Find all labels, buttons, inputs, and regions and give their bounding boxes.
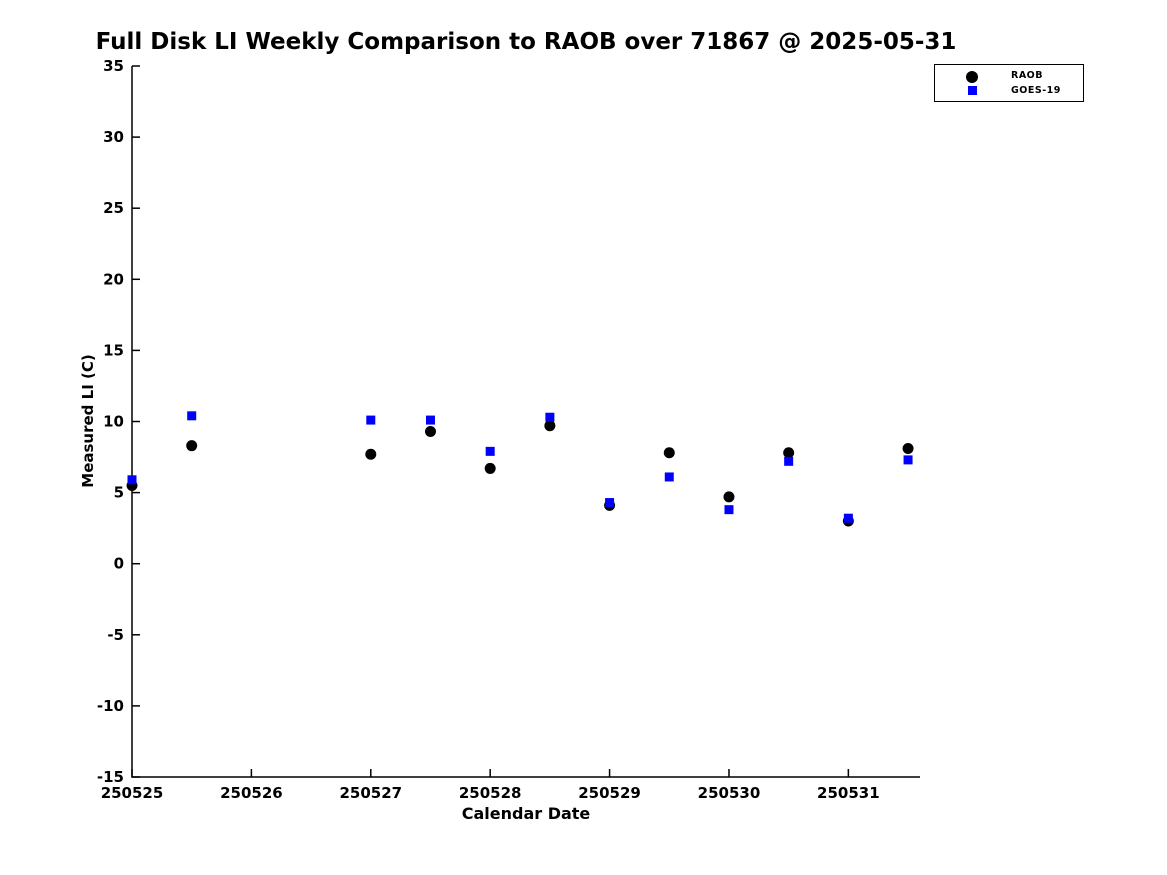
x-tick-label: 250525 <box>101 784 164 802</box>
y-tick-label: 25 <box>103 199 124 217</box>
goes19-data-point <box>784 456 794 466</box>
raob-data-point <box>783 447 795 459</box>
raob-data-point <box>663 447 675 459</box>
raob-data-point <box>484 462 496 474</box>
y-tick-label: 35 <box>103 57 124 75</box>
goes19-data-point <box>664 472 674 482</box>
goes19-data-point <box>366 415 376 425</box>
y-tick-label: 0 <box>114 555 124 573</box>
y-tick-label: 20 <box>103 270 124 288</box>
chart-title: Full Disk LI Weekly Comparison to RAOB o… <box>95 29 957 55</box>
y-tick-label: 5 <box>114 484 124 502</box>
x-tick-label: 250530 <box>698 784 761 802</box>
x-tick-label: 250527 <box>339 784 402 802</box>
goes19-data-point <box>425 415 435 425</box>
goes19-data-point <box>485 446 495 456</box>
goes19-data-point <box>545 412 555 422</box>
legend: RAOB GOES-19 <box>934 64 1084 102</box>
goes19-data-point <box>903 455 913 465</box>
y-tick-label: -5 <box>107 626 124 644</box>
y-tick-label: -15 <box>97 768 124 786</box>
x-tick-label: 250531 <box>817 784 880 802</box>
raob-data-point <box>902 443 914 455</box>
y-tick-label: 15 <box>103 341 124 359</box>
x-axis-label: Calendar Date <box>461 804 591 823</box>
raob-data-point <box>723 491 735 503</box>
goes19-data-point <box>127 475 137 485</box>
legend-label-raob: RAOB <box>1011 70 1043 81</box>
goes19-data-point <box>187 411 197 421</box>
x-tick-label: 250529 <box>578 784 641 802</box>
raob-circle-marker-icon <box>966 71 978 83</box>
y-axis-label: Measured LI (C) <box>79 354 97 488</box>
y-tick-label: -10 <box>97 697 124 715</box>
goes19-data-point <box>605 498 615 508</box>
x-tick-label: 250526 <box>220 784 283 802</box>
y-tick-label: 10 <box>103 413 124 431</box>
raob-data-point <box>365 448 377 460</box>
goes19-data-point <box>843 513 853 523</box>
raob-data-point <box>186 440 198 452</box>
raob-data-point <box>544 420 556 432</box>
goes19-data-point <box>724 505 734 515</box>
goes19-square-marker-icon <box>968 86 977 95</box>
x-tick-label: 250528 <box>459 784 522 802</box>
raob-data-point <box>424 425 436 437</box>
legend-label-goes19: GOES-19 <box>1011 85 1061 96</box>
y-tick-label: 30 <box>103 128 124 146</box>
